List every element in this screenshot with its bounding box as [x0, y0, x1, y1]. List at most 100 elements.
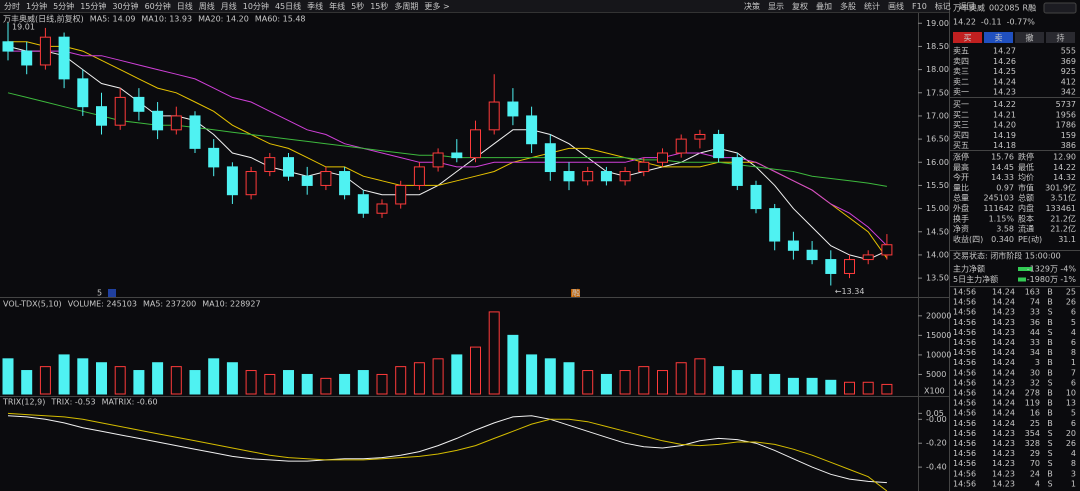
tool-button[interactable]: 返回 [959, 2, 975, 11]
book-price: 14.21 [993, 110, 1016, 119]
candle-body [58, 36, 70, 80]
candle-body [844, 259, 855, 274]
period-tab[interactable]: 1分钟 [26, 1, 47, 11]
tick-volume: 32 [1030, 378, 1040, 387]
trade-button-label[interactable]: 买 [964, 34, 972, 43]
period-tab[interactable]: 更多 > [424, 1, 449, 11]
period-tab[interactable]: 15分钟 [80, 1, 106, 11]
tool-button[interactable]: 显示 [768, 2, 784, 11]
tick-price: 14.24 [992, 358, 1015, 367]
trade-button[interactable] [984, 32, 1013, 43]
book-price: 14.20 [993, 121, 1016, 130]
tick-time: 14:56 [953, 318, 976, 327]
volume-bar [825, 379, 837, 395]
period-tab[interactable]: 月线 [221, 1, 237, 11]
period-tab[interactable]: 年线 [329, 1, 345, 11]
flow-label: 主力净额 [953, 264, 985, 274]
tick-time: 14:56 [953, 358, 976, 367]
tick-price: 14.23 [992, 308, 1015, 317]
flow-value: -1980万 [1027, 275, 1058, 284]
period-tab[interactable]: 30分钟 [112, 1, 138, 11]
tool-button[interactable]: 标记 [935, 1, 951, 11]
tool-button[interactable]: 叠加 [816, 1, 832, 11]
book-price: 14.25 [993, 67, 1016, 76]
tick-price: 14.24 [992, 338, 1015, 347]
candle-body [395, 184, 407, 205]
trade-button[interactable] [1046, 32, 1075, 43]
period-tab[interactable]: 15秒 [370, 1, 388, 11]
volume-bar [451, 354, 463, 395]
tick-count: 26 [1066, 298, 1076, 307]
indicator-label: MATRIX: -0.60 [102, 398, 158, 407]
tick-count: 3 [1071, 469, 1076, 478]
book-price: 14.23 [993, 88, 1016, 97]
period-tab[interactable]: 多周期 [394, 1, 418, 11]
trade-button[interactable] [953, 32, 982, 43]
candle-body [713, 133, 725, 159]
event-marker: 5 [97, 289, 102, 298]
trade-button-label[interactable]: 持 [1057, 33, 1065, 43]
volume-bar [582, 370, 594, 395]
volume-bar [638, 366, 650, 395]
flow-pct: -4% [1060, 265, 1076, 274]
tool-button[interactable]: 复权 [792, 1, 808, 11]
chart-switch[interactable] [1043, 2, 1077, 14]
tick-time: 14:56 [953, 419, 976, 428]
stat-label: 收益(四) [953, 234, 983, 244]
period-tab[interactable]: 45日线 [275, 1, 301, 11]
trade-button[interactable] [1015, 32, 1044, 43]
period-tab[interactable]: 分时 [4, 1, 20, 11]
tick-volume: 74 [1030, 298, 1040, 307]
period-tab[interactable]: 5秒 [351, 1, 364, 11]
book-volume: 1956 [1056, 110, 1076, 119]
flow-pct: -1% [1060, 275, 1076, 284]
stat-label: 市值 [1018, 182, 1034, 192]
tool-button[interactable]: 统计 [864, 1, 880, 11]
volume-bar [675, 362, 687, 395]
period-tab[interactable]: 5分钟 [53, 1, 74, 11]
tick-volume: 16 [1030, 409, 1040, 418]
tool-button[interactable]: 多股 [840, 1, 856, 11]
book-volume: 555 [1061, 47, 1076, 56]
volume-bar [844, 381, 855, 395]
tick-time: 14:56 [953, 378, 976, 387]
y-tick-label: 13.50 [926, 274, 949, 283]
tick-time: 14:56 [953, 439, 976, 448]
tool-button[interactable]: F10 [912, 2, 927, 11]
indicator-label: TRIX(12,9) [2, 398, 45, 407]
volume-bar [133, 370, 145, 395]
period-tab[interactable]: 季线 [307, 1, 323, 11]
stat-label: 量比 [953, 182, 969, 192]
volume-bar [376, 373, 388, 395]
tick-time: 14:56 [953, 348, 976, 357]
candle-body [657, 152, 668, 163]
period-tab[interactable]: 10分钟 [243, 1, 269, 11]
tick-price: 14.23 [992, 429, 1015, 438]
tick-price: 14.24 [992, 409, 1015, 418]
tick-time: 14:56 [953, 338, 976, 347]
y-tick-label: 15.50 [926, 181, 949, 190]
period-tab[interactable]: 周线 [199, 1, 215, 11]
indicator-label: MA10: 13.93 [141, 15, 192, 24]
period-tab[interactable]: 60分钟 [145, 1, 171, 11]
tick-volume: 30 [1030, 368, 1040, 377]
book-volume: 369 [1061, 57, 1076, 66]
candle-body [432, 152, 444, 168]
tick-volume: 36 [1030, 318, 1040, 327]
volume-bar [787, 377, 799, 395]
book-price: 14.26 [993, 57, 1016, 66]
tool-button[interactable]: 决策 [744, 1, 760, 11]
book-price: 14.18 [993, 141, 1016, 150]
stat-label: 外盘 [953, 203, 969, 213]
stat-label: 涨停 [953, 152, 969, 162]
tick-price: 14.23 [992, 469, 1015, 478]
tick-count: 26 [1066, 439, 1076, 448]
tick-count: 1 [1071, 358, 1076, 367]
candle-body [39, 36, 51, 66]
tool-button[interactable]: 画线 [888, 1, 904, 11]
trade-button-label[interactable]: 卖 [995, 34, 1003, 43]
trade-button-label[interactable]: 撤 [1026, 33, 1034, 43]
stat-label: 总额 [1018, 193, 1034, 203]
period-tab[interactable]: 日线 [177, 1, 193, 11]
